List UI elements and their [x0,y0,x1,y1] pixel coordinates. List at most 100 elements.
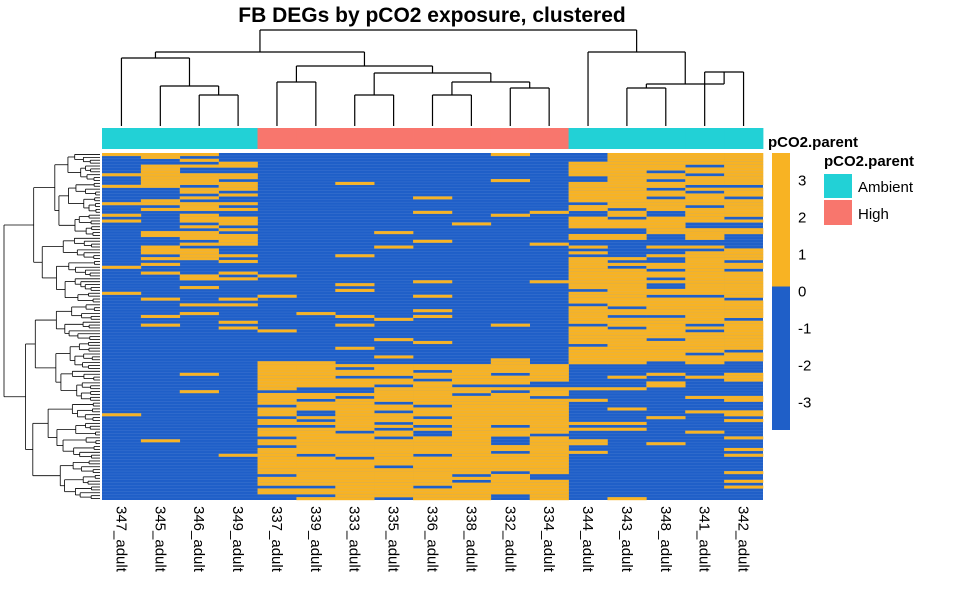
heatmap-cell [724,312,764,316]
heatmap-cell [140,297,181,301]
heatmap-cell [335,283,375,287]
heatmap-cell [568,340,608,345]
heatmap-cell [529,497,569,501]
column-label: 334_adult [540,506,557,573]
heatmap-cell [568,421,608,426]
heatmap-cell [335,381,375,385]
heatmap-cell [646,332,686,336]
heatmap-cell [568,338,608,342]
heatmap-cell [413,309,453,313]
heatmap-cell [413,196,453,200]
heatmap-cell [568,233,608,238]
heatmap-cell [529,456,569,460]
heatmap-cell [724,398,764,402]
heatmap-cell [646,193,686,197]
heatmap-cell [413,364,453,368]
heatmap-cell [451,424,492,428]
heatmap-cell [374,416,414,420]
heatmap-cell [179,231,219,235]
heatmap-cell [685,219,725,223]
heatmap-cell [218,242,258,246]
heatmap-cell [529,404,569,408]
heatmap-cell [724,303,764,307]
heatmap-cell [335,462,375,466]
heatmap-cell [218,193,258,197]
heatmap-cell [374,459,414,463]
heatmap-cell [218,176,258,180]
heatmap-cell [257,413,297,417]
heatmap-cell [413,494,453,498]
heatmap-cell [140,202,181,206]
heatmap-cell [179,277,219,281]
heatmap-cell [724,320,764,324]
heatmap-cell [218,297,258,301]
heatmap-cell [296,372,336,376]
heatmap-cell [724,419,764,423]
heatmap-cell [685,375,725,379]
heatmap-cell [413,473,453,478]
heatmap-cell [646,161,686,165]
heatmap-cell [218,161,258,165]
heatmap-cell [646,222,686,226]
heatmap-cell [451,410,492,414]
heatmap-cell [413,456,453,460]
heatmap-cell [607,286,647,290]
heatmap-cell [296,407,336,411]
heatmap-cell [724,210,764,214]
heatmap-cell [607,236,647,240]
heatmap-cell [568,236,608,240]
heatmap-cell [646,358,686,362]
heatmap-cell [296,369,336,373]
heatmap-cell [646,343,686,347]
heatmap-cell [646,216,686,220]
heatmap-cell [335,473,375,478]
column-label: 349_adult [229,506,246,573]
heatmap-cell [529,242,569,246]
heatmap-cell [140,179,181,183]
heatmap-cell [451,456,492,460]
heatmap-cell [257,329,297,333]
heatmap-cell [374,462,414,466]
heatmap-cell [724,271,764,275]
heatmap-cell [257,450,297,454]
heatmap-cell [607,205,647,209]
heatmap-cell [296,445,336,449]
heatmap-cell [685,262,725,266]
heatmap-cell [529,378,569,382]
heatmap-cell [724,355,764,359]
legend-swatch-ambient [824,174,852,198]
heatmap-cell [607,303,647,307]
heatmap-cell [335,468,375,472]
heatmap-cell [568,355,608,359]
heatmap-cell [529,398,569,402]
heatmap-cell [529,445,569,449]
heatmap-cell [413,294,453,298]
heatmap-cell [568,320,608,324]
heatmap-cell [374,393,414,397]
heatmap-cell [568,268,608,272]
heatmap-cell [490,445,530,449]
heatmap-cell [296,436,336,440]
heatmap-cell [490,482,530,486]
heatmap-cell [724,485,764,489]
heatmap-cell [451,395,492,399]
heatmap-cell [568,439,608,443]
heatmap-cell [724,291,764,295]
heatmap-cell [568,167,608,171]
annotation-cell [102,128,142,149]
heatmap-cell [257,468,297,472]
heatmap-cell [257,476,297,480]
heatmap-cell [140,271,181,275]
heatmap-cell [140,164,181,168]
heatmap-cell [529,424,569,428]
heatmap-cell [257,398,297,402]
heatmap-cell [685,233,725,238]
annotation-cell [335,128,375,149]
heatmap-cell [646,199,686,203]
heatmap-cell [607,190,647,194]
heatmap-cell [413,280,453,284]
heatmap-cell [607,421,647,426]
heatmap-cell [607,257,647,261]
heatmap-cell [179,216,219,220]
